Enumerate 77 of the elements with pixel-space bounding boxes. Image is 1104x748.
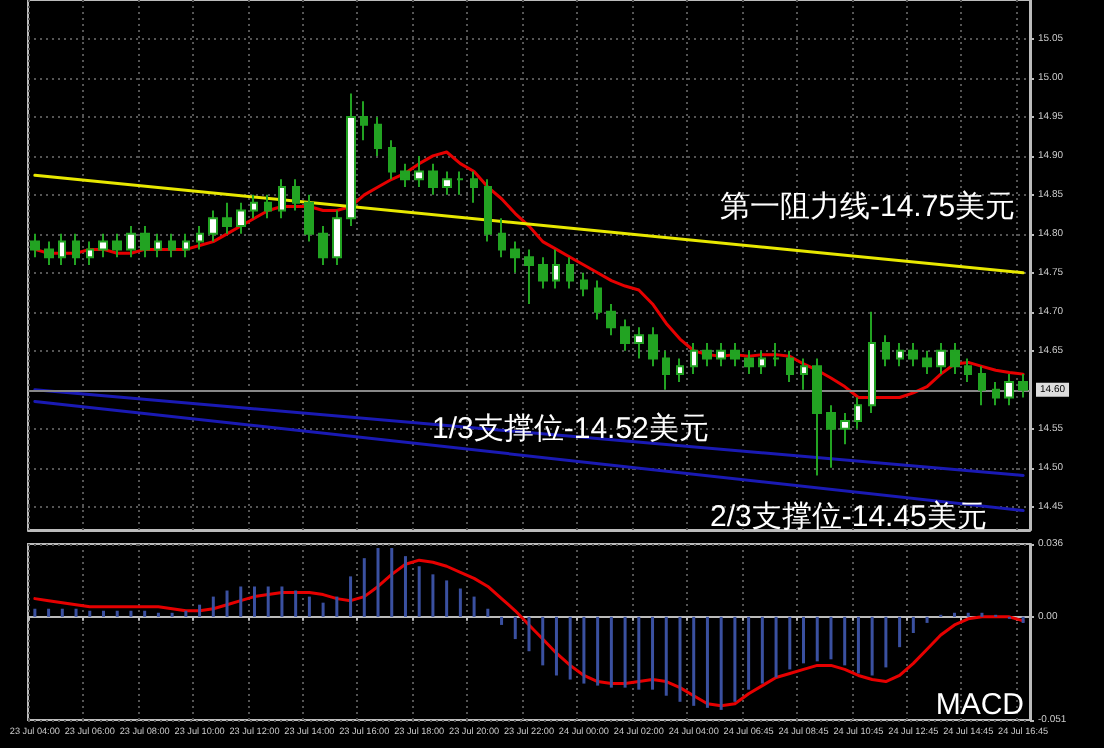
candlestick bbox=[112, 232, 122, 259]
candlestick bbox=[580, 271, 588, 298]
candlestick bbox=[702, 341, 712, 368]
candlestick bbox=[620, 318, 630, 352]
candlestick bbox=[826, 404, 836, 469]
candlestick bbox=[854, 396, 862, 430]
candlestick bbox=[72, 232, 80, 266]
candlestick bbox=[950, 341, 960, 376]
candlestick bbox=[936, 341, 946, 376]
candlestick bbox=[428, 162, 438, 196]
candlestick bbox=[154, 232, 162, 259]
candlestick bbox=[992, 380, 1000, 407]
candlestick bbox=[552, 248, 560, 290]
candlestick bbox=[292, 178, 300, 212]
candlestick bbox=[758, 349, 766, 376]
candlestick bbox=[1018, 373, 1028, 399]
candlestick bbox=[510, 240, 520, 274]
candlestick bbox=[318, 225, 328, 266]
annotation: 2/3支撑位-14.45美元 bbox=[710, 500, 987, 534]
candlestick bbox=[264, 193, 272, 220]
candlestick bbox=[566, 256, 574, 290]
candlestick bbox=[744, 349, 754, 376]
candlestick bbox=[30, 232, 40, 259]
line-series bbox=[33, 150, 1025, 399]
candlestick bbox=[98, 232, 108, 259]
candlestick bbox=[922, 349, 932, 376]
candlestick bbox=[1004, 373, 1014, 407]
candlestick bbox=[374, 115, 382, 157]
candlestick bbox=[278, 178, 286, 220]
candlestick bbox=[676, 357, 684, 383]
candlestick bbox=[86, 240, 94, 266]
annotation: 第一阻力线-14.75美元 bbox=[720, 190, 1016, 224]
candlestick bbox=[126, 225, 136, 259]
candlestick bbox=[140, 225, 150, 259]
candlestick bbox=[442, 170, 452, 196]
candlestick bbox=[346, 92, 356, 228]
candlestick bbox=[236, 201, 246, 235]
candlestick bbox=[524, 248, 534, 305]
candlestick bbox=[812, 357, 822, 477]
candlestick bbox=[400, 162, 410, 189]
candlestick bbox=[484, 178, 492, 243]
candlestick bbox=[882, 334, 890, 368]
candlestick bbox=[840, 412, 850, 446]
candlestick bbox=[388, 139, 396, 181]
annotation: MACD bbox=[935, 688, 1025, 722]
candlestick bbox=[690, 341, 698, 376]
candlestick bbox=[716, 341, 726, 368]
candlestick bbox=[196, 225, 204, 251]
candlestick bbox=[538, 256, 548, 290]
candlestick bbox=[964, 357, 972, 383]
candlestick bbox=[58, 232, 66, 266]
candlestick bbox=[360, 100, 368, 142]
candlestick bbox=[648, 326, 658, 368]
candlestick bbox=[908, 341, 918, 368]
candlestick bbox=[44, 240, 54, 266]
candlestick bbox=[730, 341, 740, 368]
candlestick bbox=[800, 357, 808, 391]
candlestick bbox=[634, 326, 644, 360]
candlestick bbox=[168, 232, 176, 259]
candlestick bbox=[250, 193, 258, 220]
candlestick bbox=[978, 365, 986, 407]
candlestick bbox=[662, 349, 670, 391]
candlestick bbox=[786, 349, 794, 383]
candlestick bbox=[772, 341, 780, 368]
candlestick bbox=[470, 170, 478, 204]
candlestick bbox=[594, 279, 602, 321]
candlestick bbox=[606, 302, 616, 337]
candlestick bbox=[498, 217, 506, 259]
candlestick bbox=[896, 341, 904, 368]
candlestick bbox=[222, 201, 232, 235]
candlestick bbox=[304, 193, 314, 243]
candlestick bbox=[208, 209, 218, 243]
candlestick bbox=[414, 154, 424, 189]
candlestick bbox=[456, 170, 464, 196]
candlestick bbox=[182, 232, 190, 259]
candlestick bbox=[332, 209, 342, 266]
candlestick bbox=[868, 310, 876, 415]
